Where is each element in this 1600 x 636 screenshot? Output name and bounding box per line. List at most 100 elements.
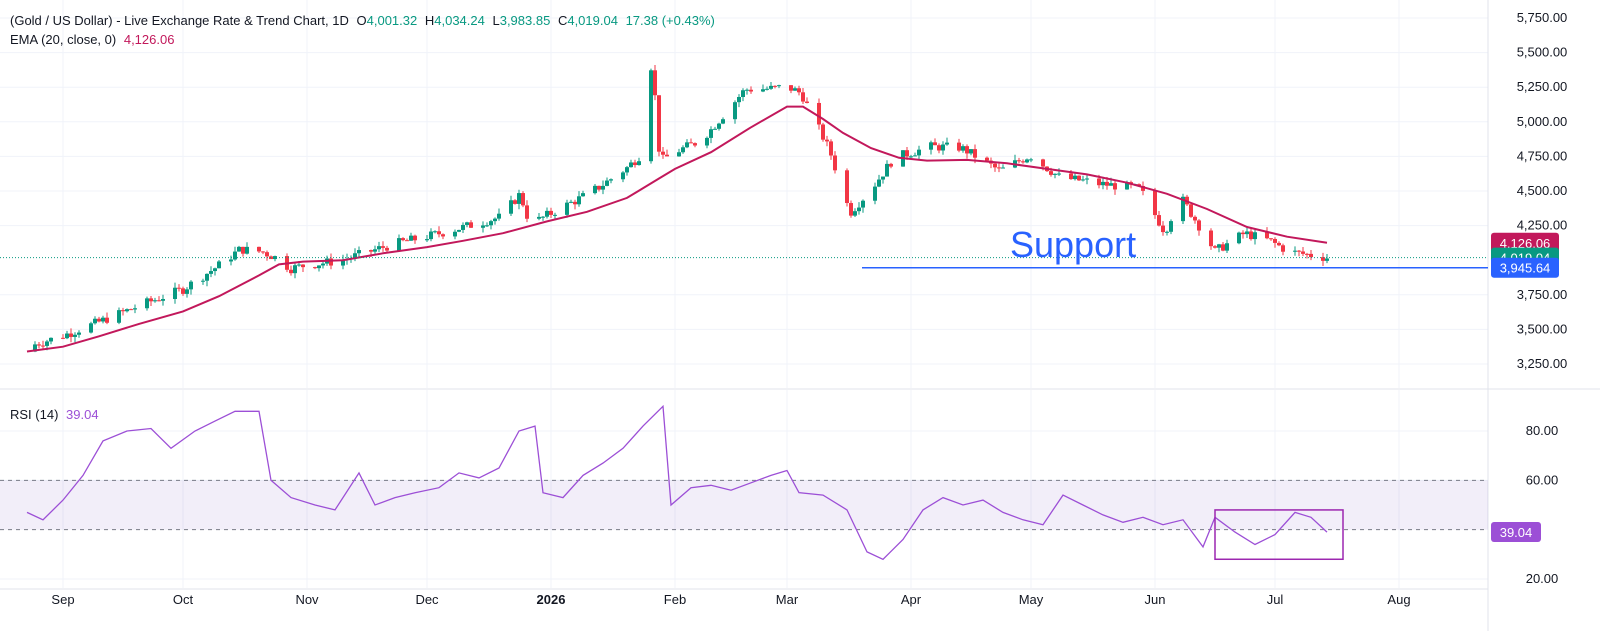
- candle-body: [1181, 196, 1185, 222]
- candle-body: [885, 163, 889, 177]
- rsi-value: 39.04: [66, 407, 99, 422]
- candle-body: [37, 344, 41, 346]
- candle-body: [637, 161, 641, 166]
- candle-body: [537, 216, 541, 219]
- candle-body: [1281, 245, 1285, 252]
- candle-body: [705, 137, 709, 146]
- candle-body: [453, 231, 457, 237]
- low-label: L: [492, 13, 500, 28]
- candle-body: [889, 163, 893, 167]
- rsi-line: [26, 404, 1328, 561]
- time-tick-label: Sep: [51, 592, 74, 607]
- candle-body: [125, 309, 129, 312]
- candle-body: [917, 149, 921, 156]
- candle-body: [1113, 183, 1117, 190]
- candle-body: [797, 88, 801, 93]
- time-tick-label: 2026: [537, 592, 566, 607]
- candle-body: [385, 247, 389, 251]
- candle-body: [833, 155, 837, 171]
- candle-body: [657, 95, 661, 152]
- candle-body: [861, 200, 865, 208]
- candle-body: [265, 252, 269, 257]
- candle-body: [429, 231, 433, 240]
- candle-body: [33, 344, 37, 352]
- candle-body: [185, 289, 189, 294]
- candle-body: [105, 317, 109, 323]
- high-label: H: [424, 13, 435, 28]
- candle-body: [1221, 244, 1225, 251]
- candle-body: [1309, 253, 1313, 258]
- candle-body: [1105, 181, 1109, 186]
- candle-body: [549, 210, 553, 215]
- candle-body: [1305, 253, 1309, 255]
- price-tick-label: 3,250.00: [1517, 356, 1568, 371]
- candle-body: [1273, 238, 1277, 243]
- candle-body: [173, 287, 177, 299]
- candle-body: [1077, 175, 1081, 181]
- candle-body: [553, 214, 557, 216]
- candle-body: [817, 102, 821, 125]
- candle-body: [621, 172, 625, 180]
- candle-body: [521, 193, 525, 206]
- candle-body: [317, 265, 321, 269]
- candle-body: [773, 85, 777, 87]
- rsi-value-tag-label: 39.04: [1500, 525, 1533, 540]
- candle-body: [1125, 182, 1129, 190]
- candle-body: [665, 154, 669, 157]
- candle-body: [241, 246, 245, 254]
- candle-body: [245, 246, 249, 254]
- candle-body: [373, 249, 377, 252]
- candle-body: [593, 185, 597, 194]
- candle-body: [913, 155, 917, 157]
- rsi-highlight-box: [1214, 509, 1344, 561]
- time-tick-label: Dec: [415, 592, 439, 607]
- high-value: 4,034.24: [434, 13, 485, 28]
- price-tick-label: 4,750.00: [1517, 148, 1568, 163]
- rsi-tick-label: 60.00: [1526, 472, 1559, 487]
- candle-body: [229, 259, 233, 262]
- candle-body: [357, 250, 361, 254]
- candles: [33, 64, 1329, 353]
- candle-body: [609, 179, 613, 181]
- candle-body: [1209, 230, 1213, 247]
- candle-body: [1157, 215, 1161, 226]
- candle-body: [749, 89, 753, 92]
- candle-body: [101, 317, 105, 322]
- candle-body: [825, 139, 829, 142]
- candle-body: [1249, 231, 1253, 240]
- candle-body: [321, 263, 325, 266]
- price-tick-label: 3,750.00: [1517, 287, 1568, 302]
- candle-body: [381, 246, 385, 248]
- ema-price-tag-label: 4,126.06: [1500, 236, 1551, 251]
- candle-body: [121, 310, 125, 312]
- candle-body: [1241, 232, 1245, 235]
- candle-body: [565, 202, 569, 215]
- time-tick-label: Nov: [295, 592, 319, 607]
- candle-body: [153, 300, 157, 302]
- candle-body: [1021, 161, 1025, 163]
- candle-body: [213, 268, 217, 272]
- candle-body: [873, 186, 877, 201]
- candle-body: [233, 251, 237, 260]
- candle-body: [965, 146, 969, 154]
- candle-body: [801, 92, 805, 102]
- rsi-band: [0, 480, 1488, 530]
- candle-body: [569, 201, 573, 203]
- candle-body: [853, 211, 857, 216]
- candle-body: [133, 308, 137, 310]
- candle-body: [849, 203, 853, 216]
- candle-body: [717, 123, 721, 129]
- candle-body: [653, 70, 657, 96]
- candle-body: [973, 149, 977, 158]
- candle-body: [209, 271, 213, 274]
- candle-body: [997, 167, 1001, 169]
- candle-body: [461, 224, 465, 230]
- candle-body: [493, 218, 497, 222]
- candle-body: [97, 318, 101, 322]
- candle-body: [1277, 242, 1281, 246]
- candle-body: [905, 150, 909, 157]
- time-tick-label: Jul: [1267, 592, 1284, 607]
- low-value: 3,983.85: [499, 13, 551, 28]
